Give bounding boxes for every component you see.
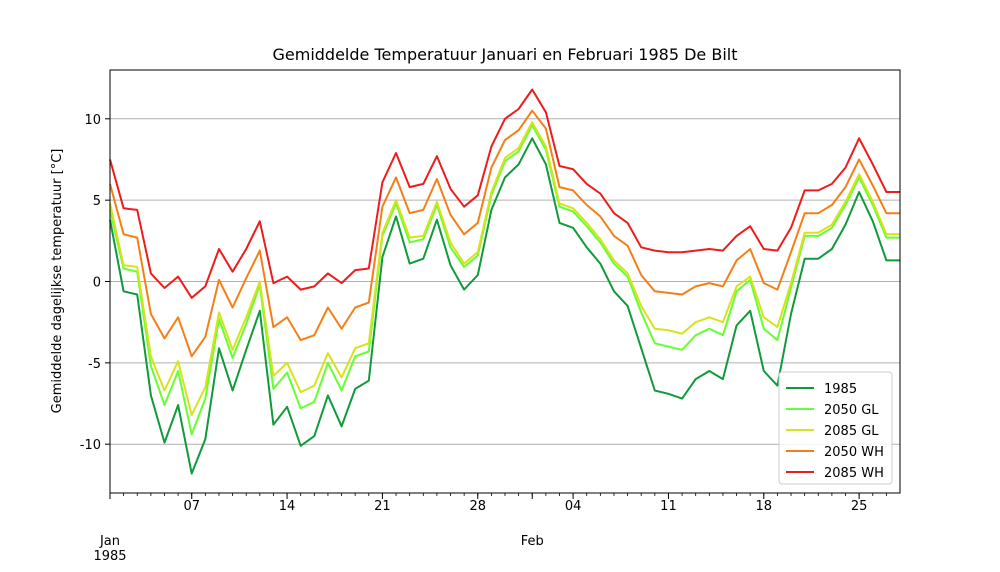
x-tick-label: 28 [469, 499, 486, 514]
y-tick-label: 10 [84, 113, 101, 128]
x-tick-label: 18 [756, 499, 773, 514]
legend: 1985 2050 GL 2085 GL 2050 WH 2085 WH [778, 371, 893, 485]
y-tick-label: 0 [93, 276, 101, 291]
legend-label: 2050 GL [824, 403, 879, 418]
x-axis: 1985 Jan 07 14 21 28 Feb 04 11 18 25 [93, 493, 887, 564]
y-tick-label: 5 [93, 194, 101, 209]
y-tick-label: -5 [88, 357, 101, 372]
series-lines [109, 88, 900, 475]
x-tick-label: 25 [851, 499, 868, 514]
y-axis: -10 -5 0 5 10 [80, 113, 110, 453]
chart-title: Gemiddelde Temperatuur Januari en Februa… [273, 45, 738, 64]
series-line-2085-gl [109, 121, 900, 416]
series-line-2085-wh [109, 88, 900, 299]
x-year-label: 1985 [93, 549, 126, 564]
x-tick-label: 04 [565, 499, 582, 514]
series-line-2050-gl [109, 124, 900, 436]
legend-label: 1985 [824, 382, 857, 397]
legend-label: 2050 WH [824, 445, 884, 460]
x-tick-label: 07 [183, 499, 200, 514]
x-tick-label: 11 [660, 499, 677, 514]
series-line-1985 [109, 137, 900, 475]
x-tick-label: 21 [374, 499, 391, 514]
series-line-2050-wh [109, 109, 900, 358]
x-tick-label: Jan [99, 534, 120, 549]
y-axis-label: Gemiddelde dagelijkse temperatuur [°C] [50, 149, 65, 414]
legend-box [778, 371, 893, 485]
y-tick-label: -10 [80, 438, 101, 453]
legend-label: 2085 GL [824, 424, 879, 439]
legend-label: 2085 WH [824, 466, 884, 481]
x-tick-label: 14 [279, 499, 296, 514]
x-tick-label: Feb [521, 534, 544, 549]
